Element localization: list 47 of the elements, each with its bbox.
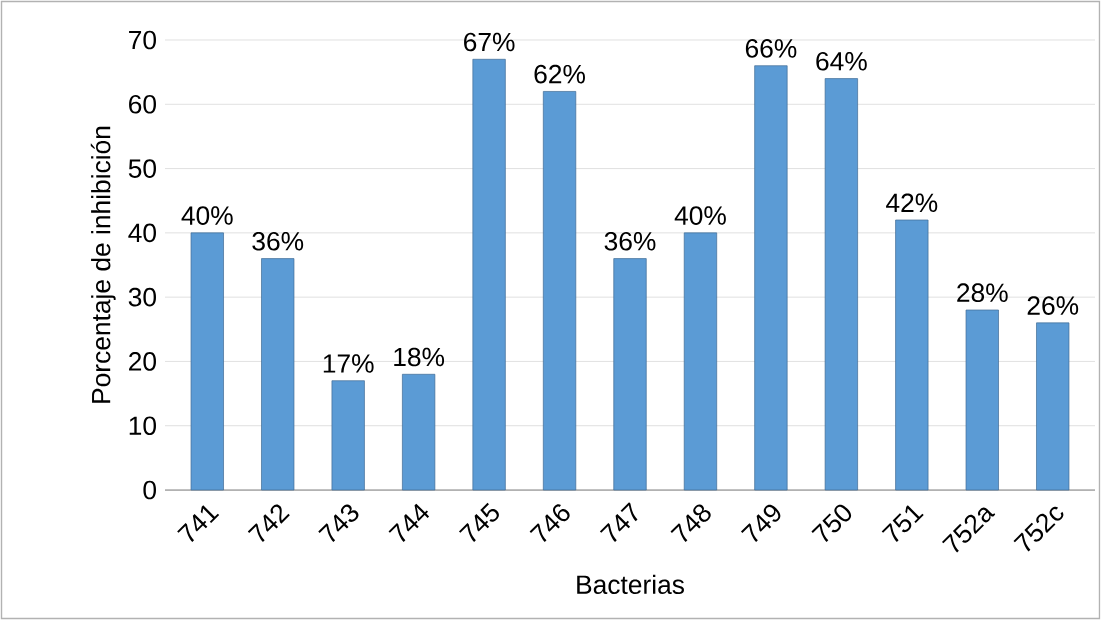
y-tick-label: 60: [129, 94, 156, 114]
x-tick-label: 747: [599, 502, 638, 542]
x-tick-label: 744: [388, 503, 430, 542]
x-tick-label: 743: [318, 504, 359, 543]
data-label: 66%: [745, 39, 797, 58]
y-tick-label: 10: [129, 416, 156, 436]
data-label: 36%: [604, 231, 656, 251]
bar: [472, 58, 506, 491]
data-label: 42%: [886, 193, 938, 213]
data-label: 67%: [464, 32, 515, 52]
data-label: 36%: [252, 231, 304, 251]
bar: [331, 380, 365, 491]
bar: [824, 78, 858, 491]
x-tick-label: 748: [670, 504, 711, 543]
x-tick-label: 741: [177, 505, 220, 542]
bar: [261, 258, 295, 491]
y-tick-label: 40: [128, 223, 156, 243]
bar: [683, 232, 718, 491]
y-tick-label: 70: [129, 30, 156, 50]
x-tick-label: 749: [740, 504, 781, 543]
bar: [190, 232, 224, 491]
y-tick-label: 20: [129, 352, 156, 371]
bar: [895, 219, 929, 491]
data-label: 40%: [674, 206, 726, 225]
x-tick-label: 742: [247, 504, 290, 543]
bar: [754, 65, 788, 491]
x-tick-label: 746: [529, 504, 570, 543]
bar: [1036, 322, 1070, 491]
bar: [402, 373, 436, 491]
data-label: 40%: [181, 206, 233, 225]
bar: [542, 91, 577, 491]
data-label: 64%: [816, 51, 867, 71]
y-axis-title: Porcentaje de inhibición: [90, 126, 116, 403]
x-tick-label: 750: [811, 504, 852, 543]
data-label: 17%: [323, 354, 374, 373]
y-tick-label: 0: [143, 480, 156, 500]
data-label: 28%: [957, 283, 1008, 303]
data-label: 18%: [394, 347, 445, 367]
y-tick-label: 30: [128, 287, 156, 307]
x-tick-label: 745: [458, 502, 499, 542]
bar: [965, 309, 999, 491]
bar: [613, 258, 647, 491]
data-label: 62%: [534, 64, 585, 84]
x-tick-label: 751: [881, 505, 924, 542]
y-tick-label: 50: [128, 159, 156, 178]
data-label: 26%: [1027, 296, 1079, 315]
x-axis-title: Bacterias: [577, 574, 684, 595]
